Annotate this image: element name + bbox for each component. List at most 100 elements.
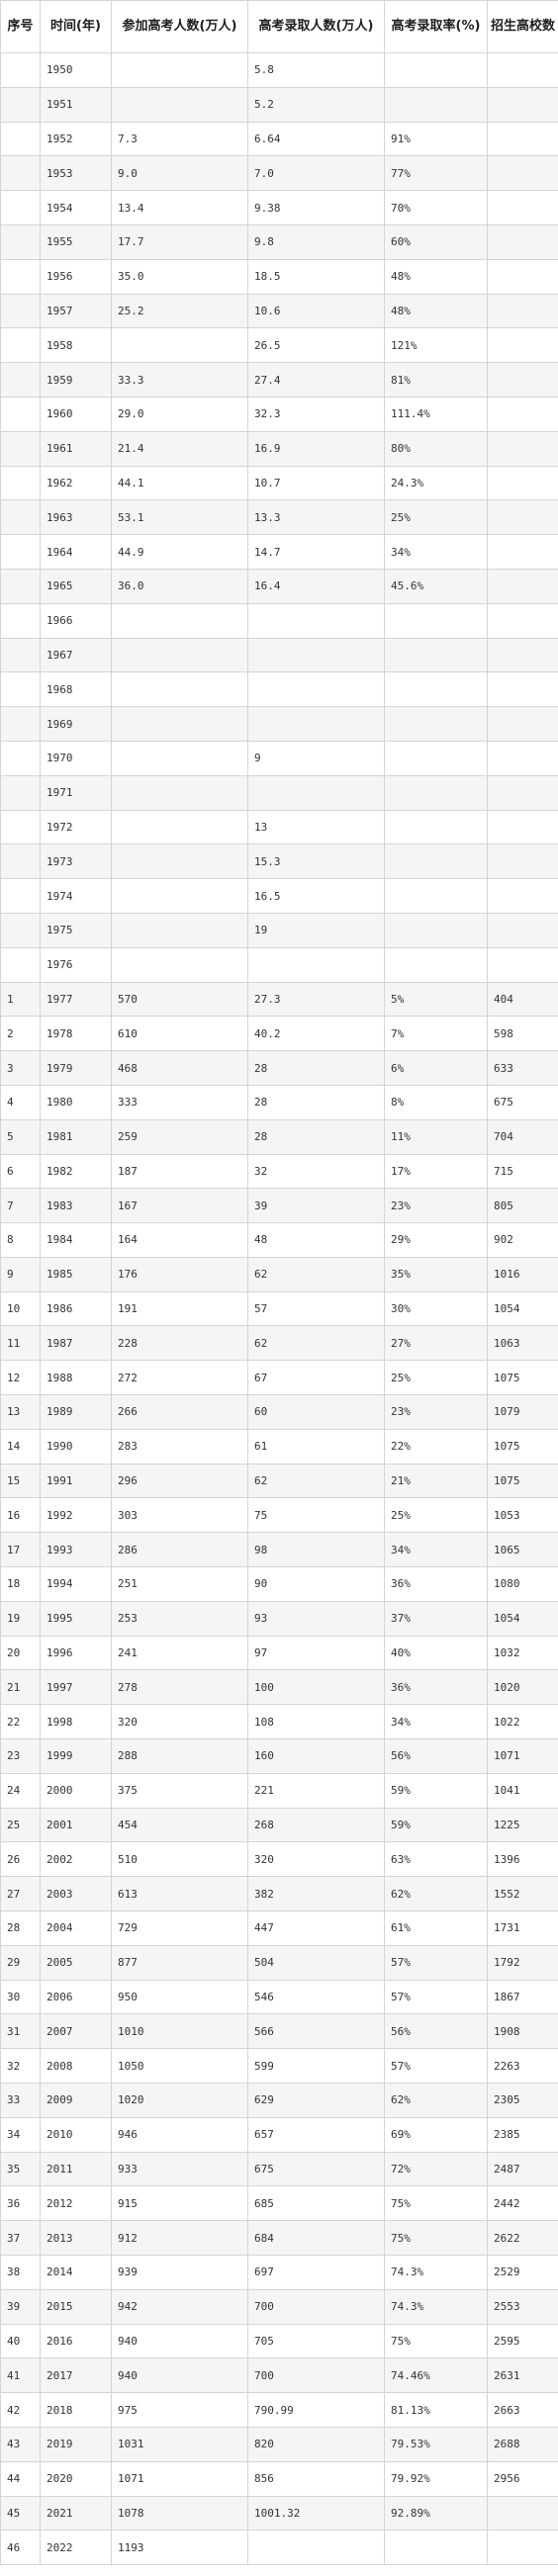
cell-year: 1958 [40,327,112,364]
cell-applicants: 933 [111,2151,248,2187]
cell-applicants [111,809,248,845]
cell-index: 34 [0,2116,41,2153]
cell-applicants: 375 [111,1772,248,1809]
cell-admitted: 28 [247,1050,385,1086]
cell-year: 1983 [40,1188,112,1224]
cell-applicants: 1071 [111,2460,248,2497]
cell-admitted: 28 [247,1118,385,1155]
cell-admitted: 32 [247,1153,385,1190]
cell-year: 1960 [40,396,112,432]
table-row: 1955 17.7 9.8 60% [0,223,558,260]
table-row: 6 1982 187 32 17% 715 [0,1153,558,1190]
table-row: 13 1989 266 60 23% 1079 [0,1394,558,1430]
cell-admitted: 26.5 [247,327,385,364]
cell-applicants: 44.9 [111,534,248,570]
cell-index [0,602,41,639]
cell-admitted: 16.5 [247,878,385,914]
cell-admission-rate: 79.92% [384,2460,488,2497]
table-row: 1959 33.3 27.4 81% [0,362,558,398]
cell-institutions: 1071 [487,1738,558,1774]
cell-year: 1997 [40,1669,112,1706]
cell-institutions: 1063 [487,1325,558,1362]
table-row: 19 1995 253 93 37% 1054 [0,1600,558,1637]
cell-institutions: 2487 [487,2151,558,2187]
cell-institutions: 1016 [487,1256,558,1292]
cell-index: 40 [0,2323,41,2359]
cell-index: 5 [0,1118,41,1155]
table-row: 35 2011 933 675 72% 2487 [0,2151,558,2187]
cell-admission-rate: 70% [384,190,488,225]
table-row: 4 1980 333 28 8% 675 [0,1084,558,1120]
cell-applicants: 1010 [111,2013,248,2050]
cell-institutions: 1022 [487,1704,558,1740]
cell-applicants: 33.3 [111,362,248,398]
cell-admission-rate: 56% [384,1738,488,1774]
cell-institutions [487,2530,558,2566]
table-row: 5 1981 259 28 11% 704 [0,1118,558,1155]
cell-index [0,327,41,364]
cell-admission-rate [384,52,488,88]
cell-institutions [487,568,558,604]
cell-admitted: 100 [247,1669,385,1706]
cell-admission-rate [384,671,488,708]
cell-applicants: 942 [111,2288,248,2325]
table-row: 16 1992 303 75 25% 1053 [0,1497,558,1534]
cell-index: 14 [0,1428,41,1465]
cell-year: 1994 [40,1566,112,1602]
table-row: 1966 [0,602,558,639]
table-row: 14 1990 283 61 22% 1075 [0,1428,558,1465]
cell-admitted: 61 [247,1428,385,1465]
cell-applicants: 241 [111,1635,248,1671]
cell-applicants: 164 [111,1222,248,1258]
cell-institutions [487,740,558,776]
table-row: 1961 21.4 16.9 80% [0,430,558,467]
cell-year: 1984 [40,1222,112,1258]
cell-index: 32 [0,2048,41,2085]
cell-year: 1992 [40,1497,112,1534]
cell-admitted: 75 [247,1497,385,1534]
cell-admission-rate [384,774,488,811]
cell-admitted [247,602,385,639]
cell-admitted: 382 [247,1876,385,1912]
cell-year: 2004 [40,1910,112,1946]
cell-index: 25 [0,1807,41,1843]
header-row: 序号 时间(年) 参加高考人数(万人) 高考录取人数(万人) 高考录取率(%) … [0,0,558,53]
cell-admission-rate: 6% [384,1050,488,1086]
table-row: 33 2009 1020 629 62% 2305 [0,2083,558,2118]
cell-admission-rate: 62% [384,1876,488,1912]
cell-institutions: 1054 [487,1290,558,1327]
cell-admitted: 504 [247,1944,385,1981]
cell-admitted: 48 [247,1222,385,1258]
cell-institutions [487,809,558,845]
cell-institutions: 1080 [487,1566,558,1602]
cell-applicants: 253 [111,1600,248,1637]
cell-admitted: 268 [247,1807,385,1843]
cell-year: 1968 [40,671,112,708]
cell-index [0,293,41,329]
cell-year: 1977 [40,981,112,1018]
cell-institutions [487,223,558,260]
cell-institutions [487,946,558,983]
cell-institutions [487,878,558,914]
cell-admitted: 60 [247,1394,385,1430]
cell-admitted: 221 [247,1772,385,1809]
cell-admitted: 10.7 [247,465,385,501]
cell-applicants: 912 [111,2220,248,2256]
cell-admitted: 599 [247,2048,385,2085]
cell-index [0,706,41,742]
cell-applicants: 940 [111,2357,248,2394]
cell-index: 12 [0,1360,41,1396]
cell-admitted: 13 [247,809,385,845]
cell-year: 2020 [40,2460,112,2497]
cell-institutions: 2622 [487,2220,558,2256]
cell-institutions: 2663 [487,2392,558,2428]
cell-admission-rate: 61% [384,1910,488,1946]
cell-year: 2022 [40,2530,112,2566]
cell-admission-rate: 56% [384,2013,488,2050]
cell-institutions [487,121,558,157]
cell-applicants: 570 [111,981,248,1018]
table-row: 15 1991 296 62 21% 1075 [0,1463,558,1499]
cell-institutions [487,912,558,948]
cell-admission-rate [384,86,488,123]
